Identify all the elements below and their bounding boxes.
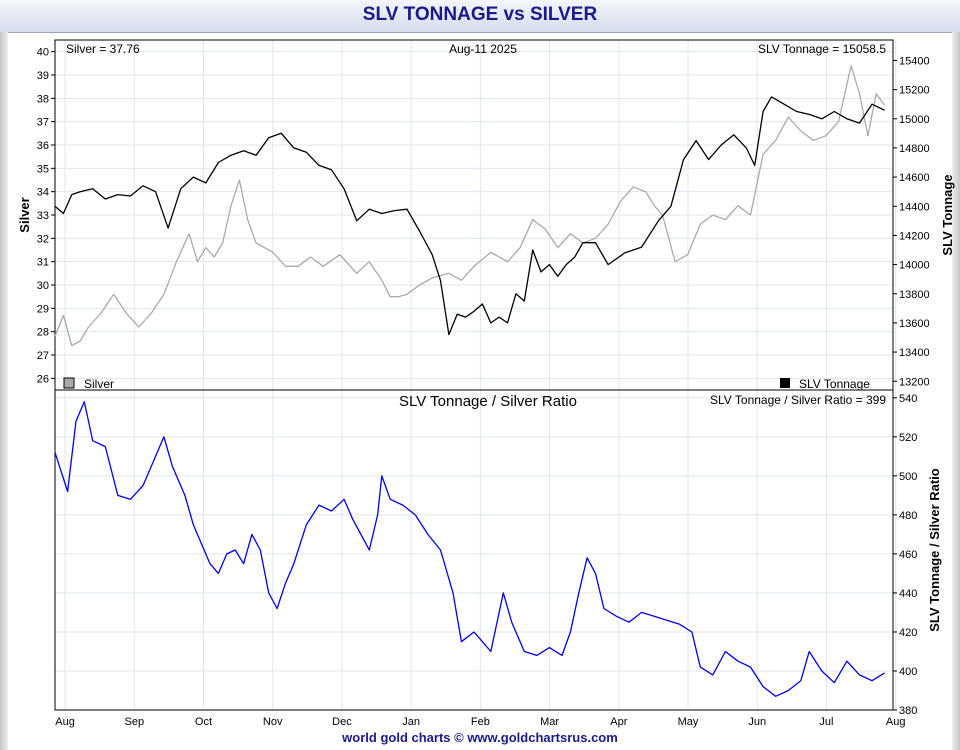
- x-tick-label: Oct: [195, 716, 212, 728]
- legend-silver-swatch: [63, 377, 75, 389]
- x-tick-label: Apr: [610, 716, 627, 728]
- ratio-tick-label: 540: [899, 393, 917, 405]
- silver-tick-label: 37: [37, 117, 49, 129]
- tonnage-tick-label: 15400: [899, 55, 930, 67]
- grid-layer: [55, 40, 897, 711]
- x-tick-label: Sep: [124, 716, 144, 728]
- silver-tick-label: 40: [37, 47, 49, 59]
- tonnage-tick-label: 13400: [899, 347, 930, 359]
- ratio-tick-label: 440: [899, 588, 917, 600]
- ratio-series-line: [54, 401, 885, 697]
- ratio-tick-label: 460: [899, 549, 917, 561]
- tonnage-tick-label: 15200: [899, 85, 930, 97]
- silver-tick-label: 34: [37, 187, 49, 199]
- x-tick-label: Feb: [471, 716, 490, 728]
- ratio-tick-label: 480: [899, 510, 917, 522]
- series-layer: [54, 65, 886, 697]
- date-readout: Aug-11 2025: [449, 42, 517, 56]
- legend-tonnage-swatch: [780, 378, 790, 388]
- silver-tick-label: 33: [37, 210, 49, 222]
- x-tick-label: May: [678, 716, 699, 728]
- silver-tick-label: 29: [37, 303, 49, 315]
- y-axis-label-silver: Silver: [17, 197, 32, 232]
- silver-tick-label: 38: [37, 93, 49, 105]
- right-border: [952, 32, 960, 750]
- tonnage-tick-label: 13800: [899, 289, 930, 301]
- tonnage-tick-label: 14400: [899, 201, 930, 213]
- ratio-tick-label: 500: [899, 471, 917, 483]
- x-tick-label: Dec: [332, 716, 352, 728]
- tonnage-tick-label: 14200: [899, 230, 930, 242]
- bottom-panel-frame: [54, 389, 894, 711]
- silver-tick-label: 36: [37, 140, 49, 152]
- left-border: [0, 32, 8, 750]
- silver-series-line: [54, 65, 886, 347]
- silver-tick-label: 35: [37, 163, 49, 175]
- x-tick-label: Aug: [886, 716, 906, 728]
- tonnage-tick-label: 13600: [899, 318, 930, 330]
- silver-tick-label: 26: [37, 373, 49, 385]
- ratio-readout: SLV Tonnage / Silver Ratio = 399: [710, 393, 886, 407]
- ratio-tick-label: 400: [899, 666, 917, 678]
- x-tick-label: Jun: [748, 716, 766, 728]
- y2-axis-label-tonnage: SLV Tonnage: [940, 174, 955, 255]
- legend-tonnage-label: SLV Tonnage: [799, 377, 870, 391]
- x-tick-label: Jan: [402, 716, 420, 728]
- tonnage-tick-label: 13200: [899, 376, 930, 388]
- ratio-panel-title: SLV Tonnage / Silver Ratio: [399, 393, 577, 410]
- tonnage-tick-label: 14600: [899, 172, 930, 184]
- title-bar: SLV TONNAGE vs SILVER: [0, 0, 960, 33]
- x-tick-label: Nov: [263, 716, 283, 728]
- chart-title: SLV TONNAGE vs SILVER: [362, 4, 598, 25]
- x-tick-label: Aug: [55, 716, 75, 728]
- y2-axis-label-ratio: SLV Tonnage / Silver Ratio: [927, 468, 942, 632]
- footer-credit: world gold charts © www.goldchartsrus.co…: [342, 730, 618, 745]
- tonnage-tick-label: 15000: [899, 114, 930, 126]
- tonnage-readout: SLV Tonnage = 15058.5: [758, 42, 886, 56]
- legend-silver-label: Silver: [84, 377, 114, 391]
- tick-layer: Aug Sep Oct Nov Dec Jan Feb Mar Apr May Jun Jul Aug 2…: [37, 47, 930, 728]
- tonnage-series-line: [54, 96, 885, 336]
- silver-readout: Silver = 37.76: [66, 42, 140, 56]
- tonnage-tick-label: 14800: [899, 143, 930, 155]
- silver-tick-label: 28: [37, 327, 49, 339]
- ratio-tick-label: 380: [899, 705, 917, 717]
- silver-tick-label: 30: [37, 280, 49, 292]
- x-tick-label: Mar: [540, 716, 559, 728]
- tonnage-tick-label: 14000: [899, 260, 930, 272]
- silver-tick-label: 27: [37, 350, 49, 362]
- silver-tick-label: 39: [37, 70, 49, 82]
- ratio-tick-label: 520: [899, 432, 917, 444]
- ratio-tick-label: 420: [899, 627, 917, 639]
- silver-tick-label: 31: [37, 257, 49, 269]
- silver-tick-label: 32: [37, 233, 49, 245]
- x-tick-label: Jul: [819, 716, 833, 728]
